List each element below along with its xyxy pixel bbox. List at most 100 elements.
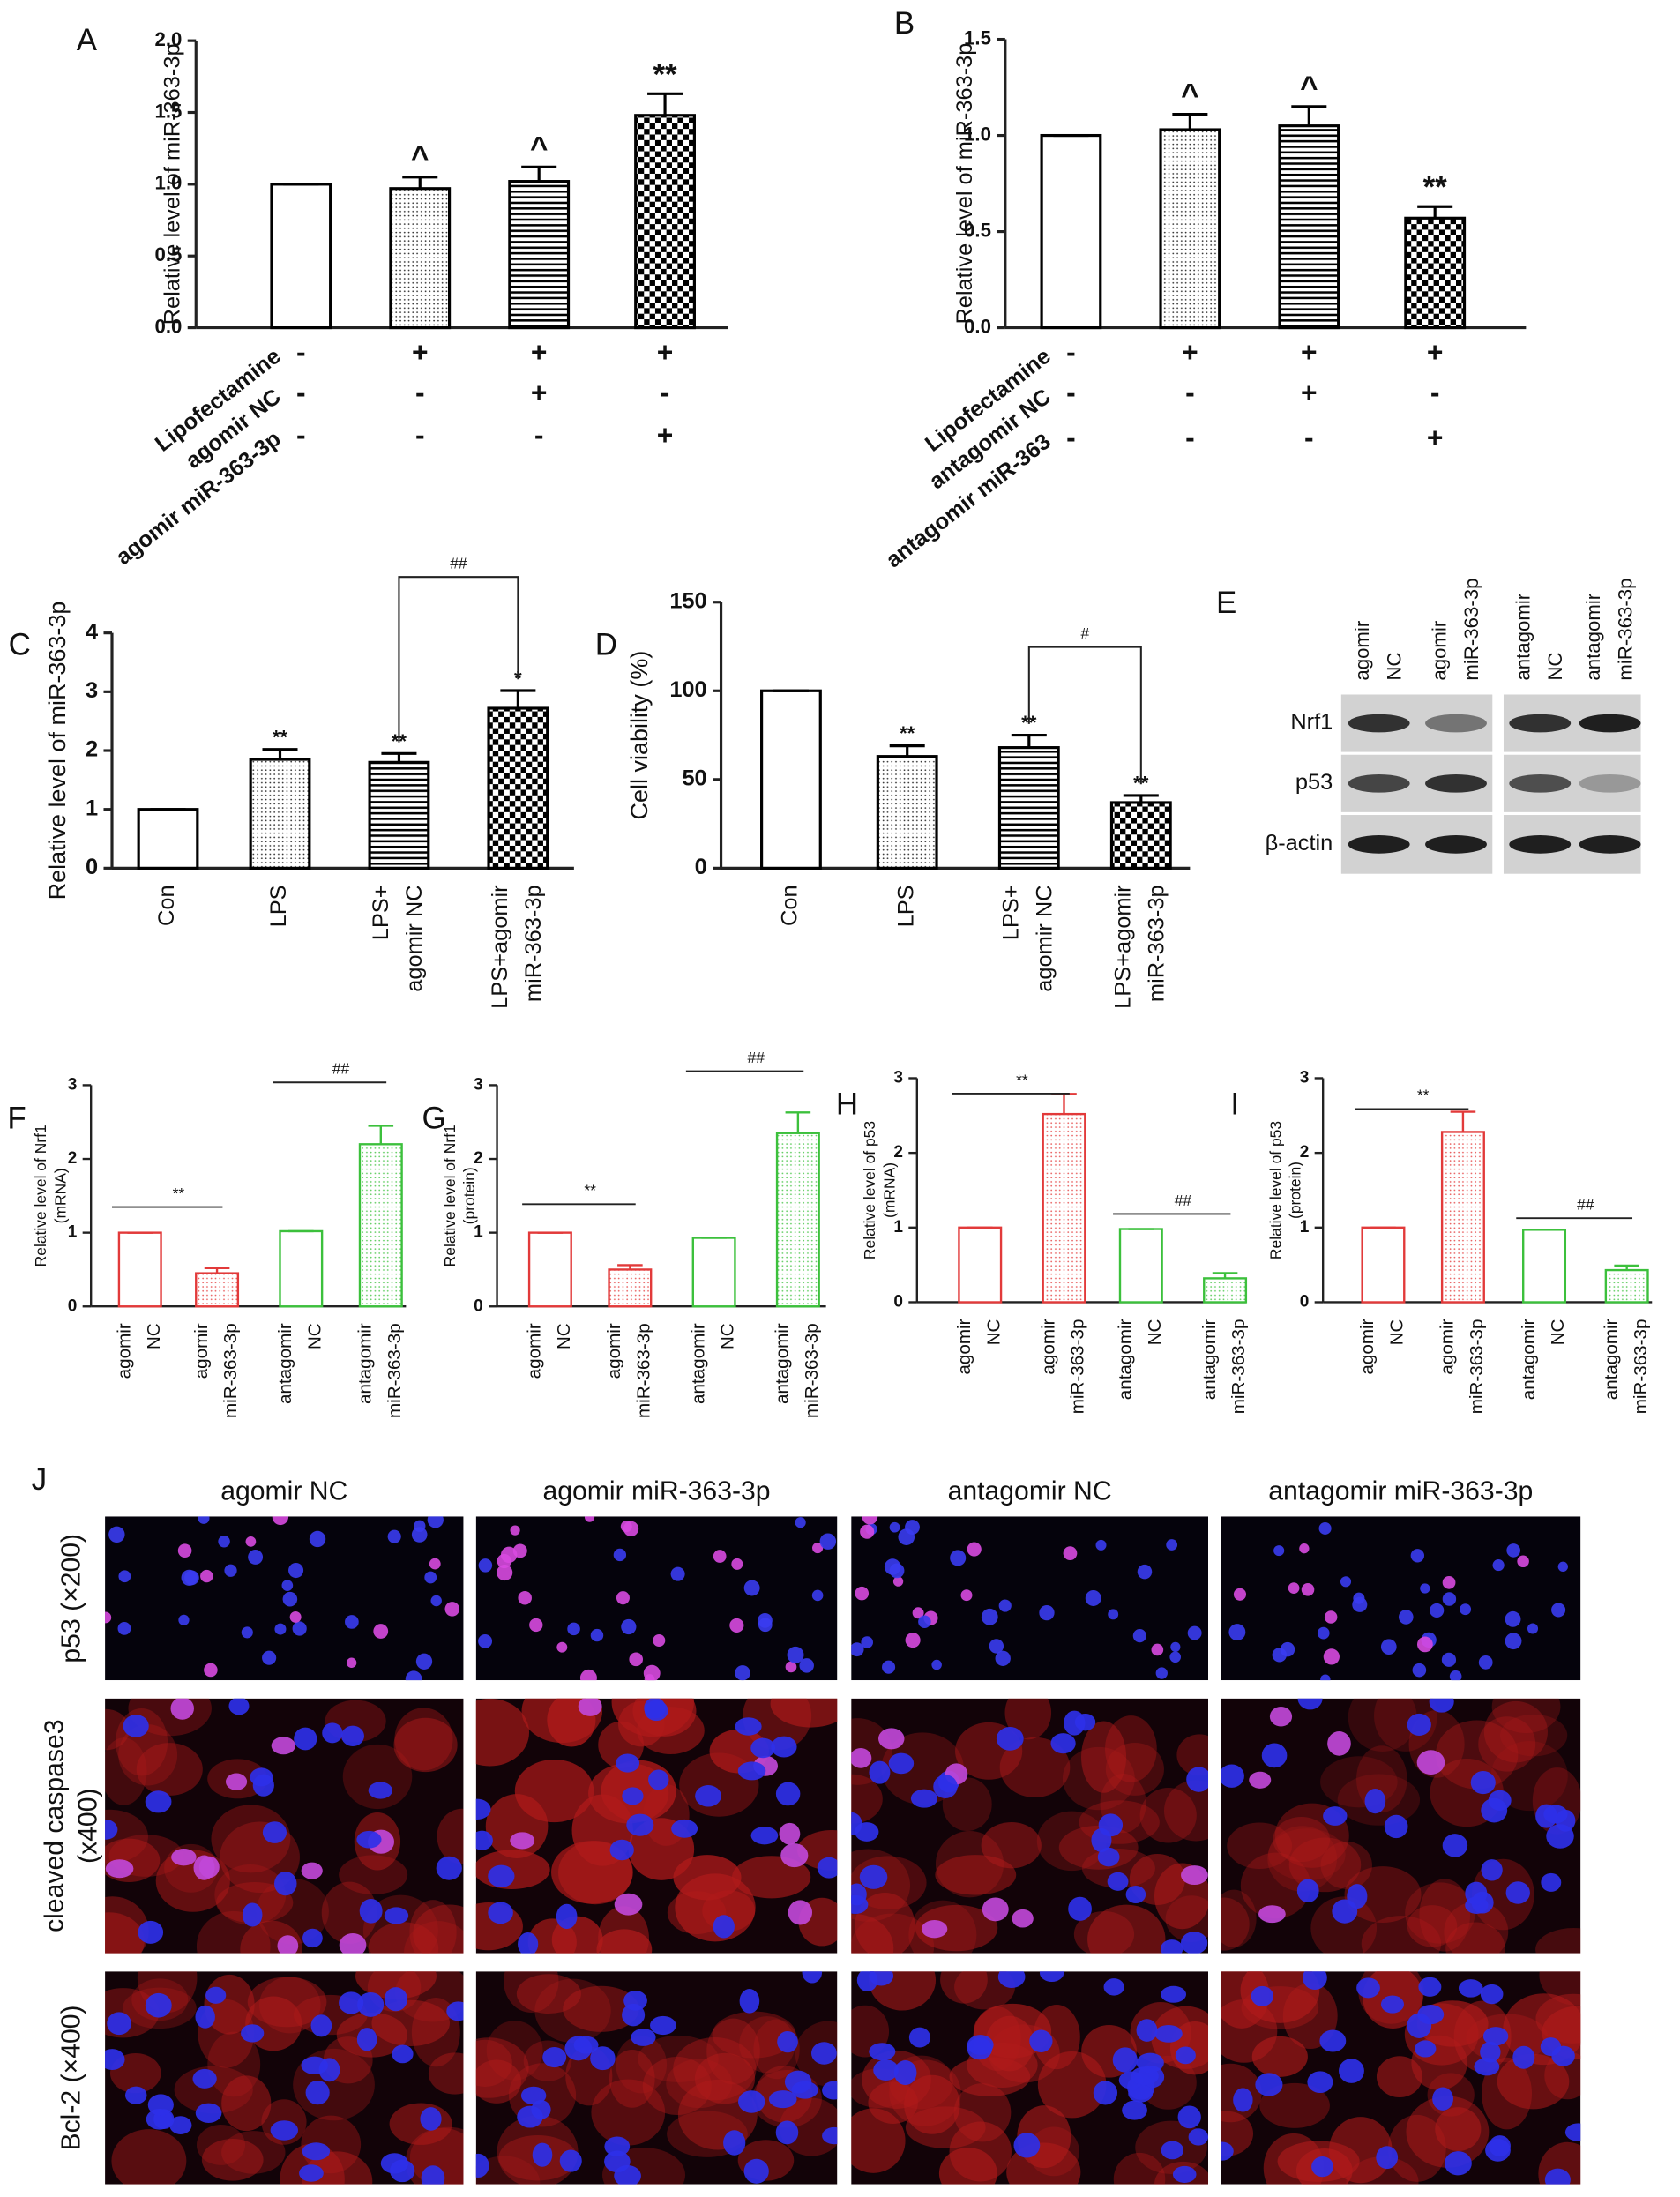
significance-label: ** — [900, 722, 915, 744]
y-axis-label: (mRNA) — [880, 1162, 898, 1218]
error-bar — [889, 744, 925, 757]
micrograph — [1221, 1971, 1581, 2185]
x-tick-label: NC — [983, 1319, 1004, 1345]
comparison-bracket — [1027, 646, 1142, 785]
bar — [279, 1229, 324, 1308]
x-tick-label: miR-363-3p — [1228, 1319, 1249, 1415]
bar — [1040, 133, 1102, 330]
panel-label: H — [836, 1087, 858, 1121]
bar — [487, 706, 549, 870]
panel-label: A — [77, 23, 98, 57]
bracket-label: ** — [173, 1184, 185, 1202]
error-bar — [1614, 1264, 1639, 1271]
lane-label: NC — [1544, 653, 1566, 681]
condition-sign: - — [1185, 377, 1195, 408]
error-bar — [1051, 1093, 1077, 1115]
row-label: (x400) — [74, 1788, 103, 1863]
condition-sign: - — [1066, 377, 1076, 408]
bar — [1522, 1229, 1567, 1304]
bar — [389, 187, 452, 330]
bar — [1440, 1131, 1485, 1304]
column-header: antagomir miR-363-3p — [1268, 1476, 1533, 1506]
y-axis-label: Relative level of Nrf1 — [32, 1125, 49, 1267]
micrograph — [851, 1971, 1209, 2185]
y-tick-label: 1.0 — [154, 172, 182, 194]
bar — [1361, 1226, 1406, 1304]
bar — [195, 1272, 240, 1308]
blot-band — [1509, 714, 1572, 733]
blot-band — [1509, 835, 1572, 854]
y-tick-label: 1 — [86, 796, 98, 820]
y-axis-label: Relative level of p53 — [1266, 1121, 1284, 1259]
condition-sign: - — [1066, 422, 1076, 453]
x-tick-label: agomir — [1038, 1319, 1058, 1374]
bar — [137, 808, 199, 870]
error-bar — [1417, 205, 1453, 219]
bar — [876, 755, 938, 870]
y-tick-label: 2 — [1300, 1143, 1310, 1162]
x-tick-label: antagomir — [1601, 1319, 1621, 1400]
x-tick-label: antagomir — [773, 1323, 793, 1404]
bar — [1278, 124, 1340, 330]
y-tick-label: 4 — [86, 619, 98, 644]
row-label: β-actin — [1266, 831, 1333, 856]
y-tick-label: 1.5 — [964, 26, 991, 49]
y-axis-label: Relative level of Nrf1 — [441, 1125, 459, 1267]
y-tick-label: 2 — [474, 1149, 483, 1168]
y-tick-label: 1 — [474, 1223, 483, 1242]
lane-label: miR-363-3p — [1460, 579, 1482, 681]
significance-label: ** — [653, 57, 677, 92]
bar — [1203, 1277, 1248, 1304]
condition-sign: - — [296, 336, 306, 368]
bar — [358, 1143, 403, 1308]
x-tick-label: agomir NC — [1033, 885, 1057, 991]
bracket-label: ## — [332, 1060, 350, 1078]
significance-label: ^ — [1300, 71, 1318, 105]
bar — [1109, 801, 1172, 870]
condition-sign: - — [1185, 422, 1195, 453]
x-tick-label: miR-363-3p — [1068, 1319, 1088, 1415]
y-tick-label: 0 — [86, 855, 98, 879]
blot-band — [1425, 835, 1487, 854]
error-bar — [1123, 794, 1159, 803]
error-bar — [262, 748, 298, 760]
y-axis-label: (mRNA) — [51, 1168, 69, 1223]
bracket-label: ** — [584, 1182, 596, 1199]
condition-sign: - — [415, 377, 425, 408]
y-tick-label: 1.5 — [154, 100, 182, 122]
bracket-label: ** — [1417, 1087, 1430, 1104]
x-tick-label: LPS+agomir — [1110, 885, 1135, 1009]
error-bar — [1450, 1110, 1476, 1132]
condition-sign: - — [296, 377, 306, 408]
x-tick-label: NC — [1387, 1319, 1407, 1345]
error-bar — [204, 1267, 230, 1274]
y-tick-label: 2 — [893, 1143, 903, 1162]
row-label: p53 — [1295, 770, 1333, 795]
error-bar — [785, 1111, 811, 1133]
y-tick-label: 3 — [68, 1075, 78, 1094]
blot-band — [1348, 773, 1410, 793]
error-bar — [521, 165, 557, 182]
micrograph — [105, 1971, 464, 2185]
micrograph — [475, 1516, 838, 1681]
y-tick-label: 0.0 — [154, 315, 182, 337]
x-tick-label: agomir — [525, 1323, 545, 1379]
error-bar — [1212, 1272, 1238, 1279]
y-tick-label: 1 — [68, 1223, 78, 1242]
condition-sign: + — [1301, 336, 1318, 368]
blot-band — [1348, 835, 1410, 854]
x-tick-label: Con — [778, 885, 803, 926]
y-tick-label: 2.0 — [154, 28, 182, 50]
y-tick-label: 50 — [682, 766, 706, 791]
condition-sign: + — [657, 336, 674, 368]
column-header: agomir NC — [220, 1476, 347, 1506]
lane-label: antagomir — [1512, 593, 1534, 680]
comparison-bracket — [398, 576, 519, 743]
bar — [1604, 1268, 1649, 1304]
row-label: Bcl-2 (×400) — [57, 2005, 86, 2150]
y-tick-label: 2 — [68, 1149, 78, 1168]
row-label: Nrf1 — [1290, 710, 1333, 735]
bar — [1159, 128, 1221, 330]
error-bar — [1172, 112, 1208, 131]
